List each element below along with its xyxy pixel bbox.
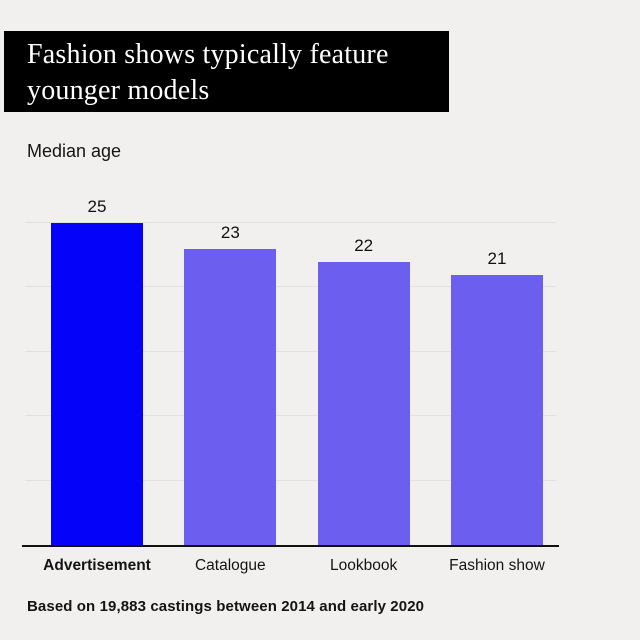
category-label-fashion-show: Fashion show xyxy=(449,557,545,574)
source-footnote: Based on 19,883 castings between 2014 an… xyxy=(27,598,425,615)
title-banner: Fashion shows typically feature younger … xyxy=(4,31,449,112)
bar-value-label: 21 xyxy=(487,248,507,268)
gridline xyxy=(25,415,556,417)
category-label-catalogue: Catalogue xyxy=(194,557,266,574)
gridline xyxy=(25,222,556,223)
bar-value-label: 25 xyxy=(87,197,107,216)
gridline xyxy=(25,479,556,481)
bar-value-label: 22 xyxy=(354,235,374,255)
gridline xyxy=(25,350,556,352)
category-label-lookbook: Lookbook xyxy=(330,557,398,574)
gridline xyxy=(25,286,556,288)
bar-advertisement xyxy=(51,223,143,545)
y-axis-unit-label: Median age xyxy=(27,141,122,161)
page-title-line-1: Fashion shows typically feature xyxy=(27,39,389,70)
plot-area: 25 23 22 21 xyxy=(25,160,556,545)
category-label-advertisement: Advertisement xyxy=(43,557,151,574)
page-title-line-2: younger models xyxy=(27,75,210,106)
bar-lookbook xyxy=(317,261,410,545)
bar-fashion-show xyxy=(450,274,543,545)
x-axis-line xyxy=(22,545,559,547)
bar-value-label: 23 xyxy=(220,222,240,242)
bar-catalogue xyxy=(184,248,277,545)
